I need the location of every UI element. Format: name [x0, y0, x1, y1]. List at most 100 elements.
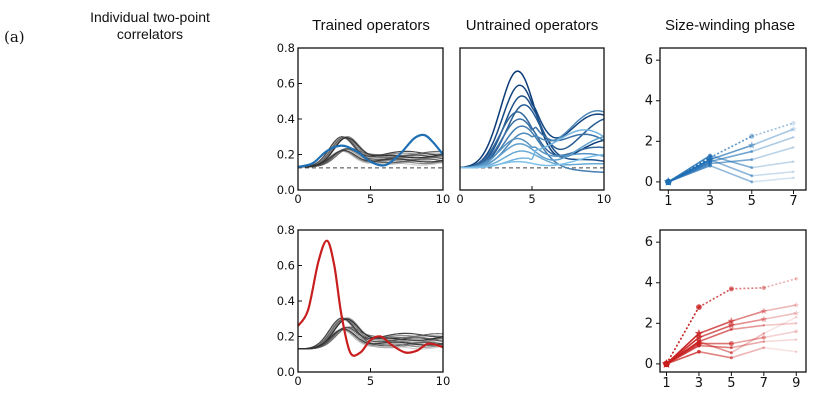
phase-bottom-series-6-segment — [731, 340, 764, 349]
trained-top-frame — [297, 47, 444, 191]
phase-bottom-ytick-label: 6 — [645, 235, 653, 250]
phase-top-series-2-segment — [751, 128, 794, 147]
untrained-top-xtick-label: 10 — [597, 192, 612, 206]
trained-top-series-11 — [297, 148, 444, 168]
correlators-title: Individual two-point correlators — [90, 9, 210, 42]
untrained-top-series-10 — [459, 135, 605, 169]
phase-top-series-6-point — [750, 174, 754, 178]
untrained-top-frame — [459, 47, 605, 191]
phase-bottom-series-7-point — [762, 346, 766, 349]
untrained-top-xtick-label: 0 — [456, 192, 463, 206]
phase-top-series-7-segment — [751, 177, 794, 183]
phase-bottom-frame — [659, 229, 807, 373]
phase-bottom-series-1-segment — [763, 277, 797, 289]
trained-top-series-12 — [297, 136, 444, 168]
phase-bottom-series-8-point — [697, 339, 701, 344]
trained-bottom-ytick-label: 0.4 — [277, 294, 295, 308]
phase-top-series-7-point — [708, 163, 712, 168]
phase-bottom-series-4-point — [729, 327, 733, 331]
phase-top-series-2-point — [790, 125, 797, 133]
phase-bottom-series-2-point — [694, 329, 704, 337]
phase-top-xtick-label: 3 — [706, 194, 714, 209]
phase-bottom-series-3-segment — [731, 318, 764, 327]
phase-bottom-series-7-segment — [698, 350, 732, 359]
phase-bottom-series-7-point — [795, 350, 798, 353]
trained-bottom-xtick-label: 0 — [294, 374, 301, 388]
phase-bottom-series-8-point — [762, 332, 766, 335]
trained-bottom-xtick-label: 10 — [436, 374, 451, 388]
trained-top-series-14 — [297, 137, 444, 168]
phase-bottom-series-3-point — [727, 321, 736, 329]
phase-bottom-series-8-segment — [763, 316, 797, 335]
untrained-operators-title: Untrained operators — [465, 17, 599, 34]
untrained-top-series-2 — [459, 84, 605, 169]
phase-bottom-xtick-label: 7 — [760, 376, 768, 391]
phase-bottom-series-2-point — [727, 317, 736, 325]
phase-top-series-7-point — [792, 176, 795, 180]
panel-label: (a) — [4, 28, 25, 46]
phase-bottom-series-2-segment — [698, 320, 732, 335]
phase-bottom-ytick-label: 0 — [645, 357, 653, 372]
phase-top-ytick-label: 0 — [645, 175, 653, 190]
phase-top-series-7-segment — [668, 164, 711, 183]
phase-bottom-series-2-point — [793, 301, 800, 308]
phase-top-series-7-point — [750, 180, 754, 184]
phase-top-series-4-point — [750, 158, 754, 162]
phase-top-xtick-label: 7 — [789, 194, 797, 209]
phase-top-series-6-point — [708, 157, 712, 162]
phase-bottom-series-1-point — [794, 276, 799, 281]
phase-bottom-series-7-point — [697, 349, 701, 354]
trained-bottom-series-12 — [297, 317, 444, 350]
trained-top-xtick-label: 0 — [294, 192, 301, 206]
phase-top-series-1-point — [749, 133, 755, 139]
phase-top-series-4-segment — [751, 146, 794, 161]
phase-top-series-5-point — [792, 160, 795, 163]
trained-top-highlight-series — [297, 133, 444, 168]
phase-bottom-series-1-point — [728, 286, 734, 292]
phase-top-series-7-point — [666, 179, 671, 185]
phase-top-series-6-segment — [709, 158, 753, 177]
phase-bottom-series-8-segment — [698, 340, 732, 354]
phase-top-series-2-point — [748, 141, 756, 149]
phase-bottom-series-4-segment — [731, 324, 764, 331]
phase-bottom-series-5-segment — [763, 330, 797, 339]
trained-top-xtick-label: 10 — [436, 192, 451, 206]
phase-bottom-series-1-segment — [698, 288, 732, 308]
trained-bottom-frame — [297, 229, 444, 373]
trained-top-ytick-label: 0.2 — [277, 148, 295, 162]
phase-bottom-series-3-segment — [698, 324, 732, 339]
phase-bottom-series-1-segment — [731, 287, 764, 290]
phase-bottom-series-1-point — [696, 304, 702, 310]
trained-top-ytick-label: 0.4 — [277, 112, 295, 126]
phase-bottom-xtick-label: 9 — [792, 376, 800, 391]
trained-top-ytick-label: 0.0 — [277, 183, 295, 197]
phase-top-series-3-segment — [709, 150, 752, 163]
phase-top-series-3-point — [792, 136, 795, 139]
phase-bottom-series-1-point — [761, 285, 766, 290]
phase-bottom-series-2-segment — [763, 304, 797, 312]
phase-top-ytick-label: 4 — [645, 94, 653, 109]
phase-bottom-series-7-segment — [731, 346, 765, 359]
phase-bottom-series-5-point — [761, 335, 766, 340]
phase-bottom-series-4-segment — [763, 322, 797, 327]
phase-bottom-series-7-segment — [763, 346, 797, 353]
phase-bottom-series-8-point — [795, 316, 798, 319]
phase-top-xtick-label: 1 — [664, 194, 672, 209]
trained-operators-title: Trained operators — [312, 17, 430, 34]
phase-bottom-series-4-segment — [698, 328, 732, 343]
trained-bottom-ytick-label: 0.6 — [277, 259, 295, 273]
phase-top-series-6-segment — [667, 158, 711, 183]
trained-bottom-series-9 — [297, 326, 444, 350]
phase-bottom-series-4-point — [795, 322, 798, 325]
phase-bottom-series-6-segment — [763, 338, 797, 343]
untrained-top-xtick-label: 5 — [528, 192, 535, 206]
phase-top-series-5-segment — [751, 160, 794, 169]
phase-bottom-series-6-point — [729, 346, 733, 350]
phase-bottom-series-4-point — [762, 324, 766, 327]
trained-bottom-ytick-label: 0.0 — [277, 365, 295, 379]
phase-top-ytick-label: 2 — [645, 134, 653, 149]
trained-bottom-ytick-label: 0.2 — [277, 330, 295, 344]
untrained-top-series-6 — [459, 118, 605, 169]
phase-bottom-series-8-segment — [666, 340, 700, 365]
